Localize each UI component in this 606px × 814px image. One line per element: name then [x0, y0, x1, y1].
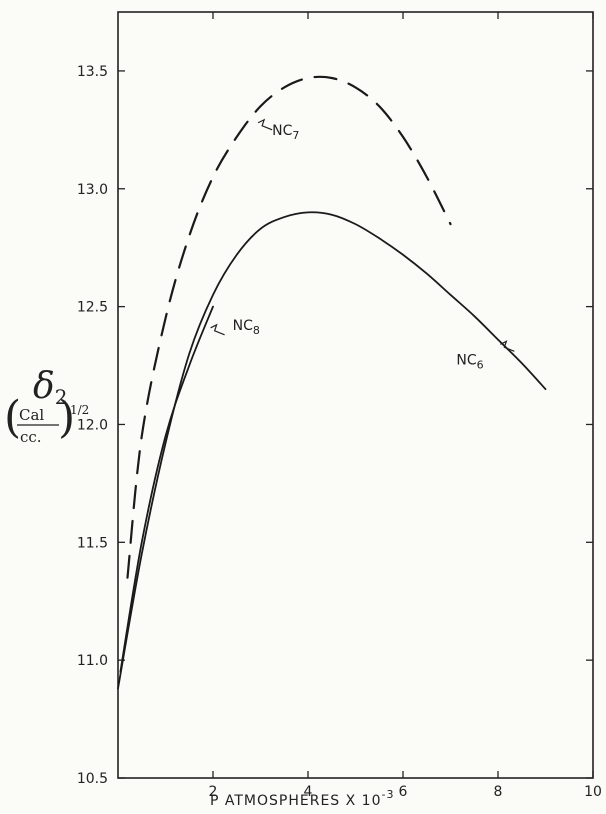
series-group	[117, 75, 547, 690]
series-label-nc8: NC8	[233, 318, 260, 337]
y-axis-unit-numerator: Cal	[19, 406, 44, 424]
x-tick-label: 6	[399, 784, 408, 800]
y-axis-unit-exponent: 1/2	[70, 403, 89, 417]
y-tick-label: 12.0	[77, 417, 108, 433]
series-label-squiggle-nc6	[500, 340, 515, 352]
y-axis-symbol: δ2	[33, 366, 67, 409]
y-axis-paren-right: )	[58, 392, 75, 443]
y-axis-subscript: 2	[55, 385, 68, 409]
x-tick-label: 2	[209, 784, 218, 800]
y-axis-title: δ2 ( Cal cc. ) 1/2	[4, 366, 89, 446]
x-tick-label: 4	[304, 784, 313, 800]
y-tick-label: 12.5	[77, 300, 108, 316]
x-axis-title: P ATMOSPHERES X 10-3	[210, 788, 394, 809]
x-tick-label: 8	[494, 784, 503, 800]
y-tick-label: 11.5	[77, 535, 108, 551]
series-line-nc6	[117, 211, 547, 690]
y-axis-paren-left: (	[4, 392, 21, 443]
series-line-nc8	[119, 305, 214, 673]
series-label-squiggle-nc8	[210, 323, 225, 336]
plot-frame	[117, 11, 594, 779]
y-tick-label: 13.5	[77, 64, 108, 80]
series-label-squiggle-nc7	[257, 118, 273, 131]
y-tick-label: 11.0	[77, 653, 108, 669]
y-axis-ticks: 10.5 11.0 11.5 12.0 12.5 13.0 13.5	[77, 64, 593, 787]
series-label-nc7: NC7	[272, 123, 299, 142]
x-tick-label: 10	[584, 784, 602, 800]
y-tick-label: 13.0	[77, 182, 108, 198]
x-axis-ticks: 2 4 6 8 10	[209, 12, 602, 800]
series-line-nc7	[126, 75, 452, 579]
series-label-nc6: NC6	[456, 352, 483, 371]
series-labels: NC7 NC8 NC6	[210, 118, 515, 371]
x-axis-exponent: -3	[382, 788, 395, 801]
y-axis-unit-denominator: cc.	[20, 428, 42, 446]
plot-border	[117, 11, 594, 779]
y-tick-label: 10.5	[77, 771, 108, 787]
